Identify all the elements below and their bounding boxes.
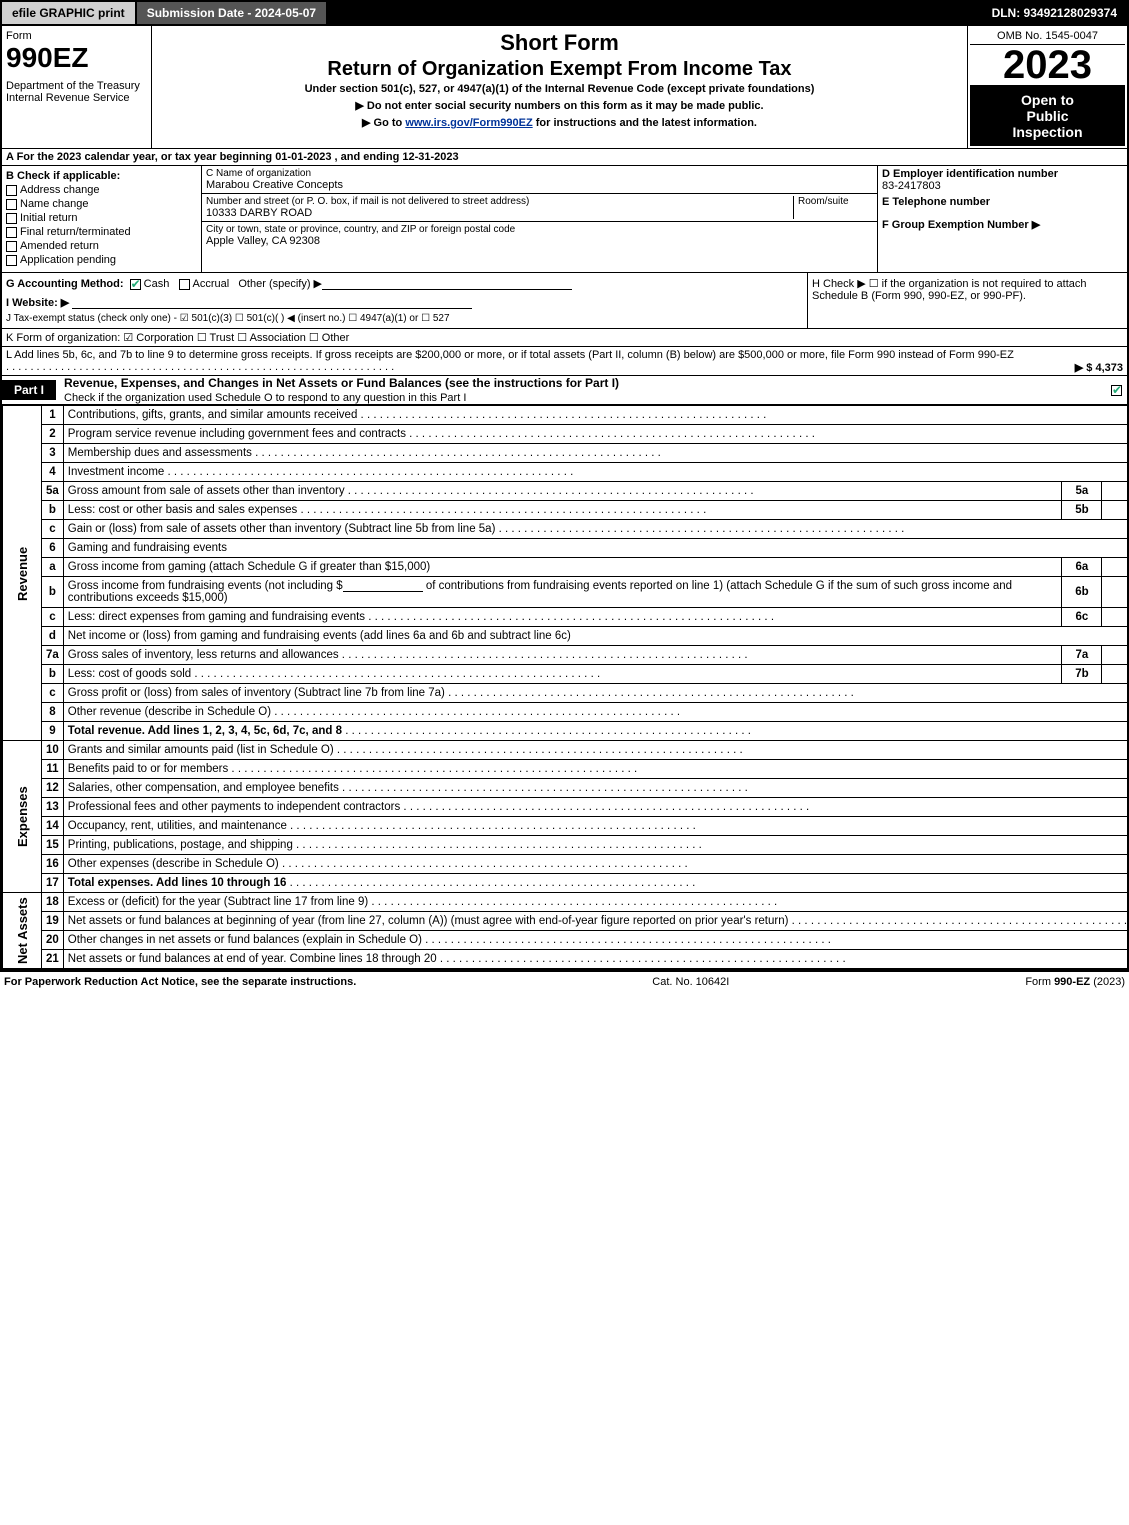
part-i-tab: Part I [2, 380, 56, 400]
section-d-e-f: D Employer identification number 83-2417… [877, 166, 1127, 272]
org-address: 10333 DARBY ROAD [206, 207, 793, 219]
line-12-desc: Salaries, other compensation, and employ… [68, 782, 339, 794]
line-6b-contrib-input[interactable] [343, 580, 423, 592]
org-city: Apple Valley, CA 92308 [206, 235, 873, 247]
section-b: B Check if applicable: Address change Na… [2, 166, 202, 272]
footer-cat-no: Cat. No. 10642I [652, 976, 729, 988]
gross-receipts-amount: ▶ $ 4,373 [1075, 361, 1123, 374]
form-header: Form 990EZ Department of the Treasury In… [2, 26, 1127, 149]
line-15-desc: Printing, publications, postage, and shi… [68, 839, 293, 851]
expenses-side-label: Expenses [3, 741, 42, 893]
line-3-desc: Membership dues and assessments [68, 447, 252, 459]
line-4-desc: Investment income [68, 466, 165, 478]
line-1-num: 1 [42, 406, 64, 425]
part-i-checkbox[interactable] [1109, 383, 1127, 397]
line-16-desc: Other expenses (describe in Schedule O) [68, 858, 279, 870]
checkbox-amended-return[interactable] [6, 241, 17, 252]
website-input[interactable] [72, 297, 472, 309]
line-9-desc: Total revenue. Add lines 1, 2, 3, 4, 5c,… [68, 725, 342, 737]
other-specify-input[interactable] [322, 278, 572, 290]
line-21-desc: Net assets or fund balances at end of ye… [68, 953, 437, 965]
section-b-label: B Check if applicable: [6, 170, 197, 182]
lines-table: Revenue 1 Contributions, gifts, grants, … [2, 405, 1129, 969]
line-6d-desc: Net income or (loss) from gaming and fun… [68, 630, 571, 642]
tax-year: 2023 [970, 45, 1125, 85]
submission-date-button[interactable]: Submission Date - 2024-05-07 [137, 2, 328, 24]
instruction-1: ▶ Do not enter social security numbers o… [160, 99, 959, 112]
org-name-label: C Name of organization [206, 168, 873, 179]
efile-print-button[interactable]: efile GRAPHIC print [2, 2, 137, 24]
section-b-c-block: B Check if applicable: Address change Na… [2, 166, 1127, 273]
section-a: A For the 2023 calendar year, or tax yea… [2, 149, 1127, 166]
dln-label: DLN: 93492128029374 [982, 2, 1127, 24]
footer-form-id: Form 990-EZ (2023) [1025, 976, 1125, 988]
line-13-desc: Professional fees and other payments to … [68, 801, 400, 813]
addr-label: Number and street (or P. O. box, if mail… [206, 196, 793, 207]
section-j: J Tax-exempt status (check only one) - ☑… [6, 313, 803, 324]
checkbox-application-pending[interactable] [6, 255, 17, 266]
checkbox-name-change[interactable] [6, 199, 17, 210]
line-19-desc: Net assets or fund balances at beginning… [68, 915, 789, 927]
title-short-form: Short Form [160, 30, 959, 56]
line-14-desc: Occupancy, rent, utilities, and maintena… [68, 820, 287, 832]
line-20-desc: Other changes in net assets or fund bala… [68, 934, 422, 946]
city-label: City or town, state or province, country… [206, 224, 873, 235]
checkbox-address-change[interactable] [6, 185, 17, 196]
instruction-2: ▶ Go to www.irs.gov/Form990EZ for instru… [160, 116, 959, 129]
section-h: H Check ▶ ☐ if the organization is not r… [807, 273, 1127, 328]
line-6c-desc: Less: direct expenses from gaming and fu… [68, 611, 365, 623]
section-k: K Form of organization: ☑ Corporation ☐ … [2, 329, 1127, 347]
checkbox-cash[interactable] [130, 279, 141, 290]
line-8-desc: Other revenue (describe in Schedule O) [68, 706, 271, 718]
line-17-desc: Total expenses. Add lines 10 through 16 [68, 877, 287, 889]
header-title-block: Short Form Return of Organization Exempt… [152, 26, 967, 148]
line-7c-desc: Gross profit or (loss) from sales of inv… [68, 687, 445, 699]
line-18-desc: Excess or (deficit) for the year (Subtra… [68, 896, 368, 908]
checkbox-accrual[interactable] [179, 279, 190, 290]
footer-left: For Paperwork Reduction Act Notice, see … [4, 976, 356, 988]
line-1-desc: Contributions, gifts, grants, and simila… [68, 409, 358, 421]
section-c: C Name of organization Marabou Creative … [202, 166, 877, 272]
line-11-desc: Benefits paid to or for members [68, 763, 228, 775]
section-g: G Accounting Method: Cash Accrual Other … [2, 273, 807, 328]
header-left: Form 990EZ Department of the Treasury In… [2, 26, 152, 148]
top-bar: efile GRAPHIC print Submission Date - 20… [2, 2, 1127, 26]
group-exemption-label: F Group Exemption Number ▶ [882, 218, 1123, 231]
irs-label: Internal Revenue Service [6, 92, 147, 104]
header-right: OMB No. 1545-0047 2023 Open to Public In… [967, 26, 1127, 148]
line-2-desc: Program service revenue including govern… [68, 428, 406, 440]
part-i-header: Part I Revenue, Expenses, and Changes in… [2, 376, 1127, 405]
room-suite-label: Room/suite [793, 196, 873, 219]
net-assets-side-label: Net Assets [3, 893, 42, 969]
ein-label: D Employer identification number [882, 168, 1123, 180]
line-7b-desc: Less: cost of goods sold [68, 668, 191, 680]
line-6-desc: Gaming and fundraising events [63, 539, 1129, 558]
line-6a-desc: Gross income from gaming (attach Schedul… [68, 561, 430, 573]
section-g-h: G Accounting Method: Cash Accrual Other … [2, 273, 1127, 329]
section-i: I Website: ▶ [6, 297, 69, 309]
revenue-side-label: Revenue [3, 406, 42, 741]
open-to-public: Open to Public Inspection [970, 85, 1125, 146]
org-name: Marabou Creative Concepts [206, 179, 873, 191]
line-5b-desc: Less: cost or other basis and sales expe… [68, 504, 298, 516]
dept-label: Department of the Treasury [6, 80, 147, 92]
irs-link[interactable]: www.irs.gov/Form990EZ [405, 117, 532, 129]
title-return: Return of Organization Exempt From Incom… [160, 58, 959, 81]
subtitle: Under section 501(c), 527, or 4947(a)(1)… [160, 83, 959, 95]
part-i-title: Revenue, Expenses, and Changes in Net As… [56, 376, 1109, 404]
phone-label: E Telephone number [882, 196, 1123, 208]
page-footer: For Paperwork Reduction Act Notice, see … [0, 971, 1129, 992]
section-l: L Add lines 5b, 6c, and 7b to line 9 to … [2, 347, 1127, 376]
checkbox-initial-return[interactable] [6, 213, 17, 224]
form-container: efile GRAPHIC print Submission Date - 20… [0, 0, 1129, 971]
ein-value: 83-2417803 [882, 180, 1123, 192]
line-5c-desc: Gain or (loss) from sale of assets other… [68, 523, 496, 535]
line-7a-desc: Gross sales of inventory, less returns a… [68, 649, 339, 661]
line-10-desc: Grants and similar amounts paid (list in… [68, 744, 334, 756]
form-word: Form [6, 30, 147, 42]
checkbox-final-return[interactable] [6, 227, 17, 238]
line-5a-desc: Gross amount from sale of assets other t… [68, 485, 345, 497]
form-number: 990EZ [6, 42, 147, 74]
